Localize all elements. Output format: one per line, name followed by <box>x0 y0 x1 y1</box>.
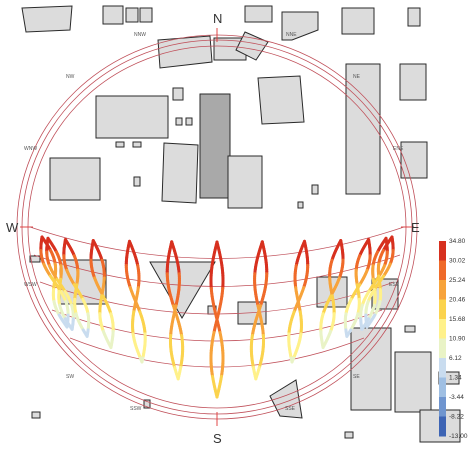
legend-tick-label: 6.12 <box>449 355 462 362</box>
analemma-segment <box>290 358 295 364</box>
building <box>143 399 151 409</box>
analemma-segment <box>360 326 365 331</box>
legend-tick-label: 25.24 <box>449 277 466 284</box>
compass-axes <box>20 28 414 426</box>
legend-tick-label: 30.02 <box>449 258 466 265</box>
direction-label-ene: ENE <box>393 146 404 152</box>
south-label: S <box>213 431 222 446</box>
legend-color-band <box>439 299 446 320</box>
building <box>244 5 273 23</box>
building-tall <box>199 93 231 199</box>
direction-label-wnw: WNW <box>24 146 37 152</box>
building <box>311 184 319 195</box>
analemma-segment <box>254 375 259 381</box>
building <box>257 75 305 125</box>
building <box>394 351 432 413</box>
daily-arc <box>29 226 405 259</box>
building <box>133 176 141 187</box>
legend-tick-label: 34.80 <box>449 238 466 245</box>
building <box>185 117 193 126</box>
building <box>227 155 263 209</box>
building <box>281 11 319 41</box>
analemma-segment <box>321 344 326 350</box>
building <box>344 431 354 439</box>
analemma-segment <box>345 333 350 338</box>
legend-color-band <box>439 377 446 398</box>
building <box>175 117 183 126</box>
legend-tick-label: -3.44 <box>449 394 464 401</box>
direction-label-nw: NW <box>66 74 75 80</box>
building <box>341 7 375 35</box>
legend-tick-label: 20.46 <box>449 297 466 304</box>
building <box>132 141 142 148</box>
building <box>125 7 139 23</box>
building <box>161 142 199 204</box>
direction-label-nne: NNE <box>286 32 297 38</box>
analemma-segment <box>176 375 181 381</box>
legend-color-band <box>439 280 446 300</box>
daily-arc <box>51 309 383 342</box>
building <box>269 379 303 419</box>
legend-tick-label: 10.90 <box>449 336 466 343</box>
legend-tick-label: 1.34 <box>449 375 462 382</box>
daily-arc <box>69 337 365 368</box>
building <box>172 87 184 101</box>
legend-tick-label: 15.68 <box>449 316 466 323</box>
direction-label-se: SE <box>353 374 360 380</box>
building <box>49 157 101 201</box>
building <box>95 95 169 139</box>
legend-color-band <box>439 319 446 339</box>
direction-label-wsw: WSW <box>24 282 37 288</box>
direction-label-sw: SW <box>66 374 74 380</box>
building <box>350 327 392 411</box>
building <box>157 35 213 69</box>
direction-label-ssw: SSW <box>130 406 142 412</box>
building <box>404 325 416 333</box>
building <box>102 5 124 25</box>
north-label: N <box>213 11 222 26</box>
building <box>345 63 381 195</box>
building <box>235 31 269 61</box>
legend-color-band <box>439 260 446 281</box>
daily-arc <box>33 254 401 287</box>
building <box>149 261 216 319</box>
analemma-segment <box>215 392 220 399</box>
building <box>399 63 427 101</box>
legend-color-band <box>439 358 446 378</box>
direction-label-ese: ESE <box>389 282 400 288</box>
east-label: E <box>411 220 420 235</box>
legend-color-band <box>439 397 446 417</box>
direction-label-sse: SSE <box>285 406 296 412</box>
legend-color-band <box>439 338 446 359</box>
legend-color-band <box>439 416 446 437</box>
temperature-legend: 34.80 30.02 25.24 20.46 15.68 10.90 6.12 1.34 -3… <box>439 238 468 440</box>
direction-label-nnw: NNW <box>134 32 146 38</box>
building <box>31 411 41 419</box>
legend-color-band <box>439 241 446 261</box>
site-buildings <box>21 5 461 443</box>
building <box>407 7 421 27</box>
building <box>297 201 304 209</box>
analemma-loops <box>39 235 395 399</box>
building <box>139 7 153 23</box>
legend-tick-label: -13.00 <box>449 433 468 440</box>
legend-tick-label: -8.22 <box>449 414 464 421</box>
building <box>21 5 73 33</box>
analemma-segment <box>365 324 370 329</box>
direction-label-ne: NE <box>353 74 361 80</box>
building <box>400 141 428 179</box>
building <box>29 255 41 263</box>
west-label: W <box>6 220 19 235</box>
building <box>115 141 125 148</box>
